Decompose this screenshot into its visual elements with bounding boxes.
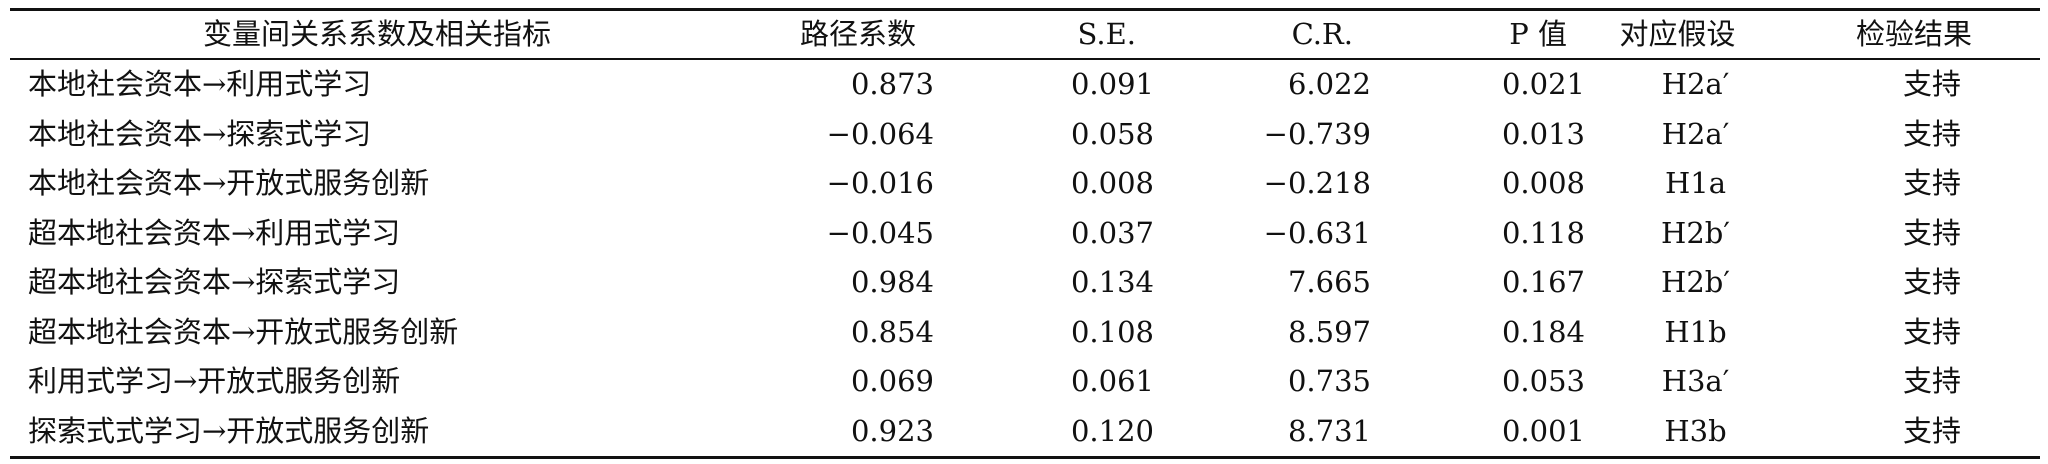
cell-path: 0.873 bbox=[850, 67, 934, 101]
cell-path: −0.016 bbox=[826, 166, 934, 200]
cell-result: 支持 bbox=[1902, 265, 1961, 299]
cell-hypothesis: H3a′ bbox=[1661, 364, 1730, 398]
header-path-coefficient: 路径系数 bbox=[799, 17, 916, 51]
cell-path: 0.923 bbox=[850, 413, 934, 448]
cell-relation: 利用式学习→开放式服务创新 bbox=[28, 364, 401, 398]
table-row: 本地社会资本→探索式学习 −0.064 0.058 −0.739 0.013 H… bbox=[10, 110, 2048, 160]
table-row: 超本地社会资本→探索式学习 0.984 0.134 7.665 0.167 H2… bbox=[10, 258, 2048, 308]
cell-hypothesis: H2a′ bbox=[1661, 116, 1730, 151]
header-se: S.E. bbox=[1077, 17, 1136, 51]
cell-relation: 本地社会资本→探索式学习 bbox=[28, 116, 372, 151]
cell-se: 0.061 bbox=[1070, 364, 1154, 398]
cell-p: 0.184 bbox=[1501, 314, 1585, 349]
cell-se: 0.091 bbox=[1070, 67, 1154, 101]
cell-se: 0.120 bbox=[1070, 413, 1154, 448]
top-rule bbox=[10, 8, 2040, 11]
cell-se: 0.008 bbox=[1070, 166, 1154, 200]
cell-p: 0.021 bbox=[1501, 67, 1585, 101]
table-row: 探索式式学习→开放式服务创新 0.923 0.120 8.731 0.001 H… bbox=[10, 407, 2048, 457]
cell-p: 0.053 bbox=[1501, 364, 1585, 398]
cell-se: 0.108 bbox=[1070, 314, 1154, 349]
cell-p: 0.167 bbox=[1501, 265, 1585, 299]
cell-result: 支持 bbox=[1902, 166, 1961, 200]
header-result: 检验结果 bbox=[1855, 17, 1972, 51]
table-row: 超本地社会资本→开放式服务创新 0.854 0.108 8.597 0.184 … bbox=[10, 308, 2048, 358]
table-row: 本地社会资本→利用式学习 0.873 0.091 6.022 0.021 H2a… bbox=[10, 60, 2048, 110]
table-row: 本地社会资本→开放式服务创新 −0.016 0.008 −0.218 0.008… bbox=[10, 159, 2048, 209]
cell-result: 支持 bbox=[1902, 215, 1961, 250]
cell-relation: 本地社会资本→利用式学习 bbox=[28, 67, 372, 101]
cell-p: 0.013 bbox=[1501, 116, 1585, 151]
cell-hypothesis: H1b bbox=[1664, 314, 1727, 349]
table-row: 超本地社会资本→利用式学习 −0.045 0.037 −0.631 0.118 … bbox=[10, 209, 2048, 259]
header-row: 变量间关系系数及相关指标 路径系数 S.E. C.R. P 值 对应假设 检验结… bbox=[10, 11, 2040, 58]
table-row: 利用式学习→开放式服务创新 0.069 0.061 0.735 0.053 H3… bbox=[10, 357, 2048, 407]
cell-relation: 超本地社会资本→开放式服务创新 bbox=[28, 314, 459, 349]
cell-se: 0.058 bbox=[1070, 116, 1154, 151]
results-table-container: 变量间关系系数及相关指标 路径系数 S.E. C.R. P 值 对应假设 检验结… bbox=[10, 8, 2040, 459]
cell-cr: −0.631 bbox=[1263, 215, 1371, 250]
cell-cr: 6.022 bbox=[1287, 67, 1371, 101]
cell-path: −0.064 bbox=[826, 116, 934, 151]
header-hypothesis: 对应假设 bbox=[1619, 17, 1736, 51]
cell-hypothesis: H2b′ bbox=[1661, 215, 1730, 250]
cell-se: 0.037 bbox=[1070, 215, 1154, 250]
cell-result: 支持 bbox=[1902, 314, 1961, 349]
header-cr: C.R. bbox=[1291, 17, 1353, 51]
cell-p: 0.008 bbox=[1501, 166, 1585, 200]
results-table-body: 本地社会资本→利用式学习 0.873 0.091 6.022 0.021 H2a… bbox=[10, 60, 2048, 456]
cell-path: 0.854 bbox=[850, 314, 934, 349]
header-rule bbox=[10, 58, 2040, 60]
cell-cr: 7.665 bbox=[1287, 265, 1371, 299]
header-p-value: P 值 bbox=[1509, 17, 1567, 51]
cell-result: 支持 bbox=[1902, 67, 1961, 101]
cell-relation: 本地社会资本→开放式服务创新 bbox=[28, 166, 430, 200]
cell-path: 0.069 bbox=[850, 364, 934, 398]
cell-hypothesis: H2a′ bbox=[1661, 67, 1730, 101]
cell-relation: 超本地社会资本→利用式学习 bbox=[28, 215, 401, 250]
cell-p: 0.001 bbox=[1501, 413, 1585, 448]
cell-result: 支持 bbox=[1902, 364, 1961, 398]
cell-result: 支持 bbox=[1902, 413, 1961, 448]
cell-cr: 0.735 bbox=[1287, 364, 1371, 398]
cell-result: 支持 bbox=[1902, 116, 1961, 151]
header-relation: 变量间关系系数及相关指标 bbox=[202, 17, 551, 51]
cell-hypothesis: H3b bbox=[1664, 413, 1727, 448]
cell-relation: 超本地社会资本→探索式学习 bbox=[28, 265, 401, 299]
cell-p: 0.118 bbox=[1501, 215, 1585, 250]
cell-hypothesis: H2b′ bbox=[1661, 265, 1730, 299]
cell-hypothesis: H1a bbox=[1664, 166, 1727, 200]
cell-se: 0.134 bbox=[1070, 265, 1154, 299]
cell-path: −0.045 bbox=[826, 215, 934, 250]
bottom-rule bbox=[10, 456, 2040, 459]
cell-cr: 8.731 bbox=[1287, 413, 1371, 448]
cell-relation: 探索式式学习→开放式服务创新 bbox=[28, 413, 430, 448]
results-table: 变量间关系系数及相关指标 路径系数 S.E. C.R. P 值 对应假设 检验结… bbox=[10, 11, 2040, 58]
cell-path: 0.984 bbox=[850, 265, 934, 299]
cell-cr: −0.218 bbox=[1263, 166, 1371, 200]
cell-cr: −0.739 bbox=[1263, 116, 1371, 151]
cell-cr: 8.597 bbox=[1287, 314, 1371, 349]
